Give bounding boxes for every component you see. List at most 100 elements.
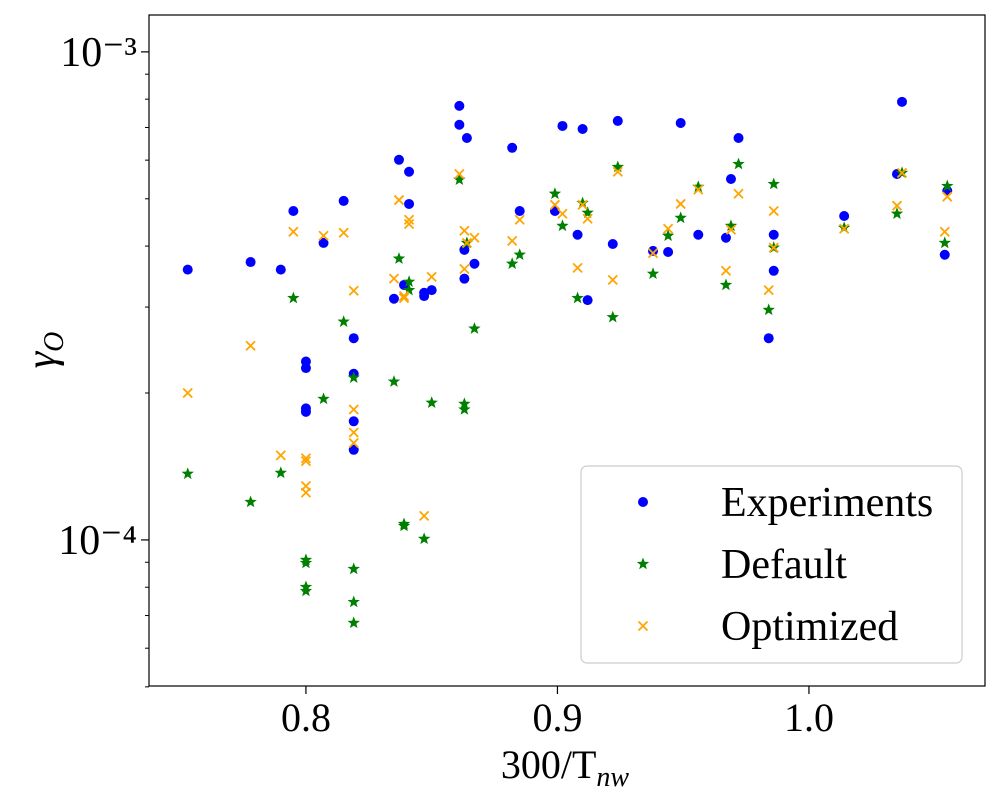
y-tick-label: 10⁻⁴ xyxy=(58,518,137,564)
y-axis-label-base: γ xyxy=(19,350,65,368)
point xyxy=(675,198,686,210)
point-stroke xyxy=(461,237,473,249)
point-stroke xyxy=(662,223,674,234)
point xyxy=(768,242,779,253)
point xyxy=(348,437,359,449)
point xyxy=(275,450,286,461)
point-stroke xyxy=(507,235,518,246)
point-stroke xyxy=(891,200,903,211)
point-stroke xyxy=(469,232,480,243)
point-stroke xyxy=(768,242,779,253)
point xyxy=(607,238,618,249)
point xyxy=(348,333,359,344)
y-tick-label: 10⁻³ xyxy=(60,30,137,76)
point xyxy=(388,273,400,284)
point xyxy=(507,142,518,153)
point-stroke xyxy=(839,223,850,234)
point-stroke xyxy=(388,273,400,284)
point xyxy=(347,595,360,608)
point xyxy=(347,371,360,383)
point xyxy=(338,227,349,238)
point xyxy=(300,406,311,417)
point xyxy=(347,562,360,575)
point xyxy=(459,273,470,284)
point-stroke xyxy=(572,262,583,273)
point xyxy=(638,497,648,507)
point xyxy=(348,416,359,427)
point xyxy=(402,283,416,296)
x-tick-label: 0.8 xyxy=(281,695,331,740)
point xyxy=(662,223,674,234)
point xyxy=(454,100,465,111)
point xyxy=(425,396,438,409)
point xyxy=(938,236,951,249)
y-axis-label-sub: O xyxy=(39,332,70,352)
point xyxy=(300,453,312,464)
point xyxy=(572,229,583,240)
point xyxy=(582,213,593,224)
point xyxy=(720,265,732,276)
point-stroke xyxy=(557,208,568,219)
point xyxy=(469,258,480,269)
point xyxy=(393,194,405,206)
point xyxy=(244,495,257,508)
point xyxy=(245,257,256,268)
point xyxy=(725,224,737,235)
point xyxy=(182,387,193,399)
point-stroke xyxy=(720,265,732,276)
point xyxy=(287,291,300,304)
point xyxy=(419,287,430,298)
point-stroke xyxy=(300,487,312,498)
point xyxy=(636,557,650,570)
point-stroke xyxy=(768,205,779,217)
point xyxy=(693,184,704,195)
point xyxy=(426,271,437,282)
series xyxy=(181,157,954,629)
point xyxy=(942,191,953,202)
point xyxy=(300,363,311,374)
point-stroke xyxy=(637,620,649,632)
x-axis-label: 300/Tnw xyxy=(501,742,630,793)
point xyxy=(890,207,904,219)
point xyxy=(318,230,329,241)
point-stroke xyxy=(459,263,470,275)
point xyxy=(606,310,619,323)
point xyxy=(348,404,359,415)
point xyxy=(317,392,330,405)
point xyxy=(768,265,779,276)
legend-frame xyxy=(580,465,963,664)
point xyxy=(388,293,399,304)
point xyxy=(513,248,526,260)
point-stroke xyxy=(338,227,349,238)
point xyxy=(768,229,779,240)
point xyxy=(763,333,774,344)
point-stroke xyxy=(348,285,359,296)
point xyxy=(348,427,359,438)
point xyxy=(404,198,415,209)
point xyxy=(461,133,472,144)
point xyxy=(514,214,525,225)
point xyxy=(733,133,744,144)
point xyxy=(348,444,359,455)
point xyxy=(398,292,410,304)
point xyxy=(939,249,950,260)
point xyxy=(675,117,686,128)
point xyxy=(300,456,312,467)
point-stroke xyxy=(318,230,329,241)
point-stroke xyxy=(582,213,593,224)
point-stroke xyxy=(393,194,405,206)
point-stroke xyxy=(348,427,359,438)
point xyxy=(393,154,404,165)
point xyxy=(507,235,518,246)
point xyxy=(398,290,410,302)
point xyxy=(337,315,350,327)
point-stroke xyxy=(245,340,256,351)
point xyxy=(572,262,583,273)
point xyxy=(514,206,525,217)
point xyxy=(582,295,593,306)
point xyxy=(661,229,675,242)
point xyxy=(275,264,286,275)
point xyxy=(768,205,779,217)
point xyxy=(182,264,193,275)
